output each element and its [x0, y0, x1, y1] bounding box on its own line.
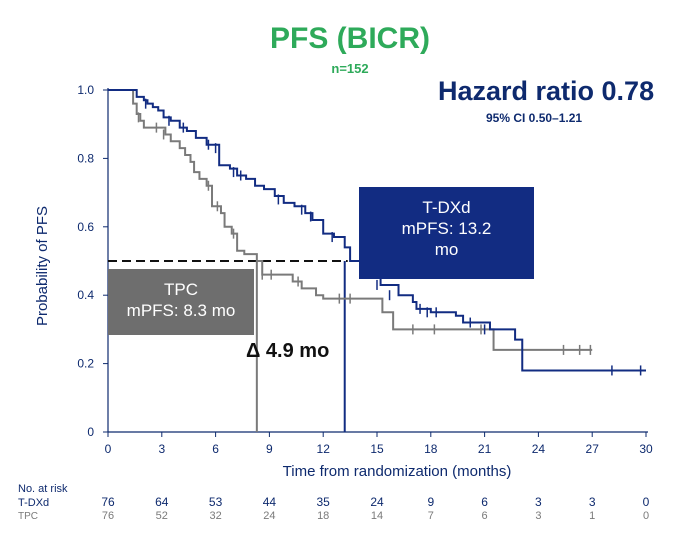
risk-value-tpc: 24: [263, 510, 276, 522]
x-tick-label: 18: [424, 442, 438, 456]
risk-value-tpc: 14: [370, 510, 384, 522]
x-tick-label: 15: [370, 442, 384, 456]
y-tick-label: 0.4: [77, 288, 94, 302]
y-tick-label: 1.0: [77, 83, 94, 97]
risk-value-tpc: 76: [101, 510, 115, 522]
risk-value-tdxd: 44: [262, 495, 277, 509]
x-tick-label: 0: [105, 442, 112, 456]
x-tick-label: 9: [266, 442, 273, 456]
y-tick-label: 0.2: [77, 357, 94, 371]
risk-value-tdxd: 6: [481, 495, 488, 509]
y-tick-label: 0.8: [77, 151, 94, 165]
risk-table-header: No. at risk: [18, 483, 68, 495]
risk-value-tdxd: 9: [427, 495, 435, 509]
x-tick-label: 27: [586, 442, 600, 456]
y-axis-label: Probability of PFS: [34, 206, 51, 326]
tdxd-curve: [108, 89, 646, 372]
risk-value-tpc: 0: [642, 510, 650, 522]
tpc-curve: [108, 89, 593, 351]
risk-value-tpc: 7: [427, 510, 434, 522]
risk-value-tdxd: 76: [101, 495, 115, 509]
chart-title: PFS (BICR): [270, 22, 430, 55]
y-tick-label: 0.6: [77, 220, 94, 234]
risk-value-tdxd: 0: [642, 495, 650, 509]
risk-value-tpc: 18: [317, 510, 330, 522]
risk-row-label-tpc: TPC: [18, 511, 38, 522]
x-tick-label: 24: [532, 442, 546, 456]
tdxd-label-line2: mPFS: 13.2: [401, 219, 492, 238]
risk-row-label-tdxd: T-DXd: [18, 497, 50, 509]
risk-value-tpc: 32: [209, 510, 222, 522]
risk-value-tpc: 1: [589, 510, 596, 522]
hazard-ratio: Hazard ratio 0.78: [438, 76, 655, 106]
risk-value-tdxd: 35: [316, 495, 330, 509]
delta-median-label: Δ 4.9 mo: [246, 340, 330, 362]
tdxd-label-line3: mo: [434, 240, 459, 259]
tpc-median-label: TPC mPFS: 8.3 mo: [108, 269, 254, 335]
risk-value-tdxd: 3: [535, 495, 542, 509]
risk-value-tpc: 52: [155, 510, 168, 522]
risk-value-tdxd: 64: [155, 495, 169, 509]
x-tick-label: 30: [639, 442, 653, 456]
risk-value-tdxd: 53: [208, 495, 223, 509]
tdxd-label-line1: T-DXd: [422, 198, 471, 217]
risk-value-tpc: 3: [535, 510, 542, 522]
risk-value-tpc: 6: [481, 510, 488, 522]
tdxd-median-label: T-DXd mPFS: 13.2 mo: [359, 187, 534, 279]
x-tick-label: 21: [478, 442, 492, 456]
risk-value-tdxd: 3: [588, 495, 596, 509]
x-tick-label: 6: [212, 442, 219, 456]
x-tick-label: 3: [158, 442, 165, 456]
x-axis-label: Time from randomization (months): [283, 463, 512, 480]
confidence-interval: 95% CI 0.50–1.21: [486, 111, 583, 125]
tpc-label-line2: mPFS: 8.3 mo: [126, 301, 236, 320]
tpc-label-line1: TPC: [164, 280, 198, 299]
x-tick-label: 12: [317, 442, 331, 456]
y-tick-label: 0: [87, 425, 94, 439]
chart-subtitle: n=152: [331, 61, 369, 76]
risk-value-tdxd: 24: [370, 495, 384, 509]
